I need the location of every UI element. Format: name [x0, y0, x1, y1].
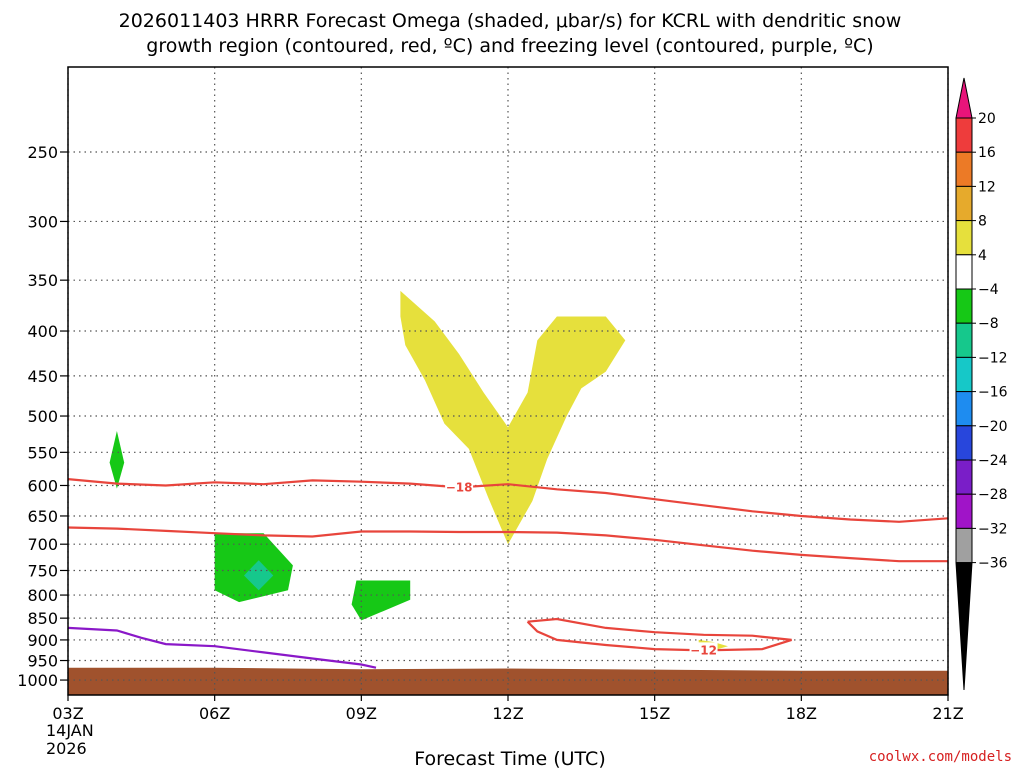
colorbar-segment-6 — [955, 288, 973, 324]
colorbar-tick-label-12: −32 — [978, 521, 1008, 537]
colorbar-tick-label-9: −20 — [978, 419, 1008, 435]
credit-text: coolwx.com/models — [869, 749, 1012, 765]
y-tick-label-900: 900 — [27, 631, 58, 650]
ground-surface — [68, 667, 948, 695]
dgz-contour-label-bg-0 — [445, 479, 474, 495]
dgz-contour-2 — [526, 617, 792, 652]
x-tick-label-12Z: 12Z — [492, 704, 523, 723]
dgz-contour-0 — [67, 478, 949, 523]
colorbar-tick-label-3: 8 — [978, 214, 987, 230]
colorbar-segment-3 — [955, 185, 973, 222]
y-tick-label-400: 400 — [27, 322, 58, 341]
ground-layer — [68, 667, 948, 695]
colorbar: 20 16 12 8 4 −4 −8 −12 −16 −20 −24 −28 −32 −36 — [955, 77, 1008, 691]
y-tick-label-350: 350 — [27, 271, 58, 290]
x-tick-label-06Z: 06Z — [199, 704, 230, 723]
colorbar-segment-7 — [955, 322, 973, 358]
dgz-contour-label-2: −12 — [690, 643, 717, 657]
colorbar-tick-label-13: −36 — [978, 556, 1008, 572]
y-tick-label-550: 550 — [27, 443, 58, 462]
dgz-contour-1 — [67, 526, 948, 563]
colorbar-segment-11 — [955, 459, 973, 495]
colorbar-segment-9 — [955, 391, 973, 427]
date-label-year: 2026 — [46, 739, 87, 758]
omega-shading-layer — [109, 290, 728, 651]
y-tick-label-700: 700 — [27, 535, 58, 554]
x-axis-label: Forecast Time (UTC) — [414, 748, 605, 768]
colorbar-tick-label-7: −12 — [978, 350, 1008, 366]
pressure-axis: 250 300 350 400 450 500 550 600 650 700 750 800 850 9… — [17, 143, 68, 690]
omega-region-downward-teal — [244, 560, 274, 591]
colorbar-bottom-arrow — [955, 562, 973, 691]
x-tick-label-21Z: 21Z — [932, 704, 963, 723]
x-tick-label-09Z: 09Z — [346, 704, 377, 723]
colorbar-segment-5 — [955, 254, 973, 290]
y-tick-label-600: 600 — [27, 476, 58, 495]
x-tick-label-15Z: 15Z — [639, 704, 670, 723]
colorbar-segment-13 — [955, 527, 973, 564]
omega-region-downward-green-a — [109, 431, 125, 489]
colorbar-tick-label-4: 4 — [978, 248, 987, 264]
colorbar-tick-label-1: 16 — [978, 145, 996, 161]
y-tick-label-800: 800 — [27, 586, 58, 605]
y-tick-label-500: 500 — [27, 407, 58, 426]
colorbar-tick-label-10: −24 — [978, 453, 1008, 469]
y-tick-label-300: 300 — [27, 212, 58, 231]
y-tick-label-250: 250 — [27, 143, 58, 162]
y-tick-label-650: 650 — [27, 507, 58, 526]
colorbar-segment-4 — [955, 220, 973, 256]
colorbar-segment-12 — [955, 493, 973, 529]
colorbar-segment-2 — [955, 151, 973, 187]
colorbar-tick-label-8: −16 — [978, 385, 1008, 401]
colorbar-tick-label-5: −4 — [978, 282, 999, 298]
omega-region-downward-green-c — [351, 580, 411, 621]
x-tick-label-03Z: 03Z — [52, 704, 83, 723]
y-tick-label-450: 450 — [27, 367, 58, 386]
y-tick-label-1000: 1000 — [17, 671, 58, 690]
dgz-contour-label-0: −18 — [446, 480, 473, 494]
dgz-contour-label-bg-2 — [689, 642, 718, 658]
colorbar-segment-8 — [955, 356, 973, 393]
contour-layer: −18 −12 — [67, 478, 949, 669]
chart-title-line2: growth region (contoured, red, ºC) and f… — [146, 35, 873, 57]
colorbar-segment-10 — [955, 425, 973, 461]
y-tick-label-750: 750 — [27, 561, 58, 580]
colorbar-tick-label-0: 20 — [978, 111, 996, 127]
colorbar-segment-1 — [955, 117, 973, 153]
chart-title-line1: 2026011403 HRRR Forecast Omega (shaded, … — [119, 10, 902, 32]
plot-area: −18 −12 — [67, 66, 949, 696]
colorbar-tick-label-6: −8 — [978, 316, 999, 332]
date-label-day: 14JAN — [46, 721, 94, 740]
omega-region-upward-yellow — [400, 290, 626, 545]
x-tick-label-18Z: 18Z — [786, 704, 817, 723]
time-axis: 03Z 06Z 09Z 12Z 15Z 18Z 21Z — [52, 695, 964, 723]
y-tick-label-950: 950 — [27, 652, 58, 671]
colorbar-tick-label-2: 12 — [978, 179, 996, 195]
colorbar-tick-label-11: −28 — [978, 487, 1008, 503]
colorbar-top-arrow — [955, 77, 973, 119]
freezing-level-contour-0 — [67, 626, 377, 669]
y-tick-label-850: 850 — [27, 609, 58, 628]
